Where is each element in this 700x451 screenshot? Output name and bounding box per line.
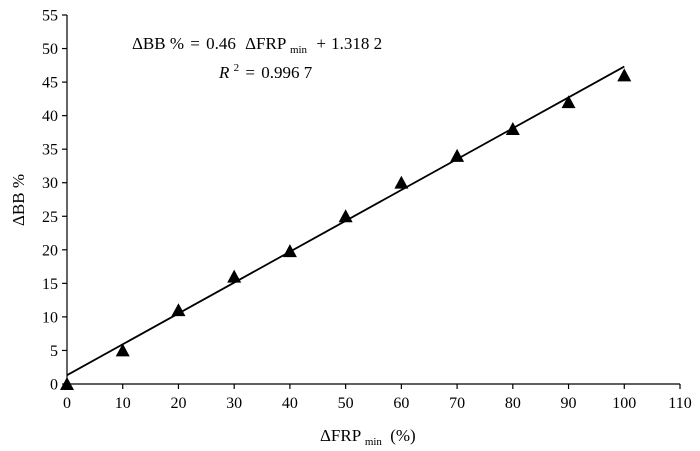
equation-const: 1.318 2 [331, 34, 382, 53]
equation-var-sub: min [290, 44, 308, 56]
x-tick-label: 50 [338, 395, 354, 412]
y-axis-title: ΔBB % [9, 174, 28, 226]
r-squared-label: R [218, 63, 230, 82]
x-tick-label: 60 [393, 395, 409, 412]
data-point-triangle [227, 269, 242, 283]
data-point-triangle [450, 148, 465, 162]
y-tick-label: 30 [42, 175, 58, 192]
y-tick-label: 5 [50, 343, 58, 360]
x-tick-label: 90 [561, 395, 577, 412]
axes [66, 15, 680, 385]
x-tick-label: 10 [115, 395, 131, 412]
data-point-triangle [505, 122, 520, 136]
x-axis-title-sub: min [365, 436, 383, 448]
r-squared-annotation: R 2 = 0.996 7 [218, 56, 313, 82]
x-axis-title-main: ΔFRP [320, 426, 361, 445]
data-point-triangle [282, 244, 297, 258]
y-tick-label: 15 [42, 276, 58, 293]
data-point-triangle [338, 209, 353, 223]
equation-plus: + [316, 34, 326, 53]
r-squared-equals: = [245, 63, 255, 82]
y-ticks: 0 5 10 15 20 25 30 35 40 45 50 55 [42, 8, 67, 394]
x-tick-label: 40 [282, 395, 298, 412]
y-tick-label: 10 [42, 309, 58, 326]
y-tick-label: 50 [42, 41, 58, 58]
regression-equation: ΔBB % = 0.46 ΔFRP min + 1.318 2 [132, 34, 382, 57]
y-tick-label: 45 [42, 75, 58, 92]
x-tick-label: 70 [449, 395, 465, 412]
y-tick-label: 40 [42, 108, 58, 125]
x-ticks: 0 10 20 30 40 50 60 70 80 90 100 110 [63, 384, 692, 412]
y-tick-label: 20 [42, 242, 58, 259]
equation-lhs: ΔBB % [132, 34, 184, 53]
data-point-triangle [60, 377, 74, 390]
data-point-triangle [171, 303, 186, 317]
x-tick-label: 0 [63, 395, 71, 412]
y-tick-label: 0 [50, 377, 58, 394]
data-point-triangle [394, 175, 409, 189]
r-squared-value: 0.996 7 [261, 63, 313, 82]
data-points [60, 68, 632, 390]
x-tick-label: 110 [668, 395, 691, 412]
x-tick-label: 100 [612, 395, 636, 412]
data-point-triangle [561, 95, 576, 109]
equation-var: ΔFRP [245, 34, 286, 53]
equation-coef: 0.46 [206, 34, 236, 53]
data-point-triangle [617, 68, 632, 82]
y-tick-label: 25 [42, 209, 58, 226]
x-tick-label: 20 [170, 395, 186, 412]
r-squared-sup: 2 [234, 62, 240, 74]
y-tick-label: 55 [42, 8, 58, 25]
x-axis-title-unit: (%) [390, 426, 415, 445]
x-tick-label: 80 [505, 395, 521, 412]
x-tick-label: 30 [226, 395, 242, 412]
y-tick-label: 35 [42, 142, 58, 159]
x-axis-title: ΔFRP min (%) [320, 426, 416, 449]
data-point-triangle [115, 343, 130, 357]
equation-equals: = [190, 34, 200, 53]
